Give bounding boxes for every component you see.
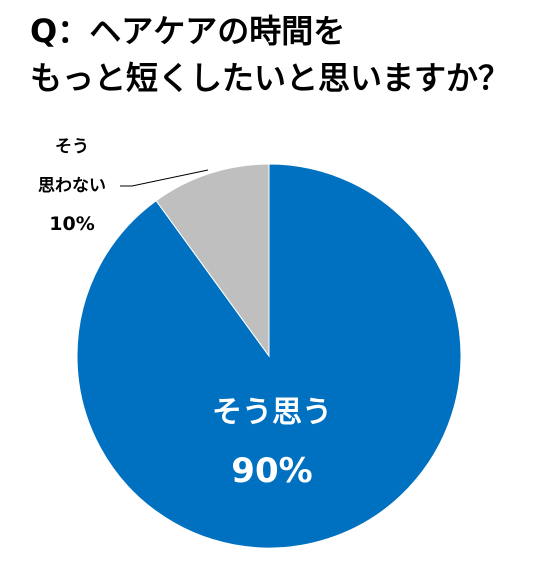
chart-title-line-2: もっと短くしたいと思いますか？: [30, 59, 511, 97]
slice-label-sou-omowanai-line-1: そう: [55, 137, 89, 157]
leader-line: [120, 169, 209, 187]
slice-value-label-sou-omowanai: 10%: [49, 213, 94, 235]
pie-slice-sou-omowanai: [155, 163, 270, 358]
slice-value-label-sou-omou: 90%: [231, 451, 312, 491]
slice-label-sou-omowanai-line-2: 思わない: [38, 176, 106, 196]
chart-title: Q：ヘアケアの時間を もっと短くしたいと思いますか？: [30, 8, 530, 102]
slice-label-sou-omou: そう思う: [212, 395, 332, 430]
chart-title-line-1: Q：ヘアケアの時間を: [30, 12, 346, 50]
